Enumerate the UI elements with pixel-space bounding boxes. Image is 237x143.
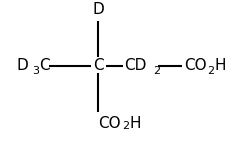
Text: C: C (93, 58, 104, 73)
Text: D: D (17, 58, 28, 73)
Text: CO: CO (98, 116, 121, 131)
Text: H: H (214, 58, 226, 73)
Text: 2: 2 (207, 66, 214, 76)
Text: C: C (39, 58, 50, 73)
Text: 3: 3 (32, 66, 39, 76)
Text: 2: 2 (122, 121, 129, 131)
Text: H: H (129, 116, 141, 131)
Text: CD: CD (124, 58, 147, 73)
Text: D: D (92, 2, 104, 17)
Text: CO: CO (184, 58, 206, 73)
Text: 2: 2 (153, 66, 160, 76)
